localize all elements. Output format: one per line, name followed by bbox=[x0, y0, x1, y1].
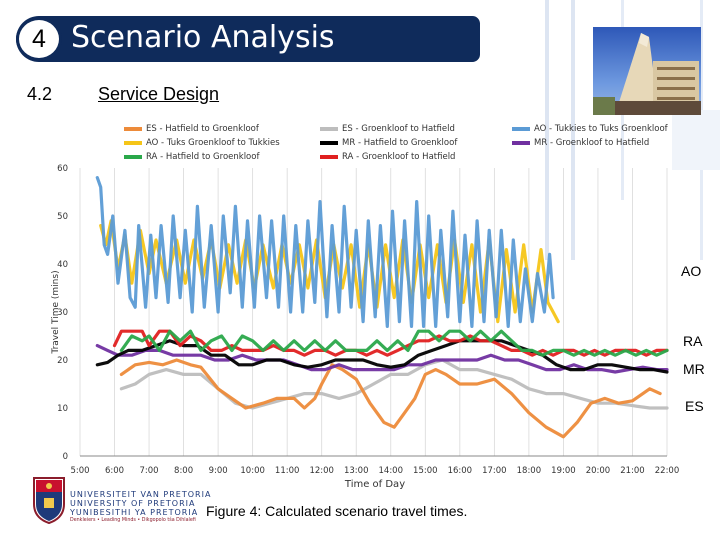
legend-label: RA - Hatfield to Groenkloof bbox=[146, 152, 260, 162]
logo-line-2: UNIVERSITY OF PRETORIA bbox=[70, 499, 196, 508]
series-line bbox=[119, 358, 662, 439]
x-axis-title: Time of Day bbox=[344, 479, 405, 490]
y-tick-label: 40 bbox=[57, 260, 68, 270]
series-line bbox=[95, 344, 669, 374]
series-line bbox=[95, 176, 555, 328]
y-tick-label: 0 bbox=[63, 452, 68, 462]
subsection-number: 4.2 bbox=[27, 84, 53, 104]
y-tick-label: 10 bbox=[57, 404, 68, 414]
legend-swatch bbox=[320, 141, 338, 145]
legend-item: AO - Tukkies to Tuks Groenkloof bbox=[512, 124, 668, 134]
logo-motto: Denkleiers • Leading Minds • Dikgopolo t… bbox=[70, 518, 196, 523]
section-number-badge: 4 bbox=[16, 17, 62, 61]
legend-label: MR - Groenkloof to Hatfield bbox=[534, 138, 650, 148]
legend-swatch bbox=[320, 155, 338, 159]
figure-caption: Figure 4: Calculated scenario travel tim… bbox=[206, 503, 468, 519]
series-line bbox=[119, 329, 669, 357]
logo-line-1: UNIVERSITEIT VAN PRETORIA bbox=[70, 490, 212, 499]
legend-item: AO - Tuks Groenkloof to Tukkies bbox=[124, 138, 280, 148]
x-tick-label: 12:00 bbox=[309, 466, 334, 476]
legend-swatch bbox=[124, 141, 142, 145]
x-tick-label: 10:00 bbox=[240, 466, 265, 476]
legend-label: MR - Hatfield to Groenkloof bbox=[342, 138, 458, 148]
x-tick-label: 21:00 bbox=[620, 466, 645, 476]
legend-swatch bbox=[124, 155, 142, 159]
subsection-title: Service Design bbox=[98, 84, 220, 104]
legend-item: RA - Groenkloof to Hatfield bbox=[320, 152, 455, 162]
x-tick-label: 7:00 bbox=[140, 466, 159, 476]
x-tick-label: 19:00 bbox=[551, 466, 576, 476]
x-tick-label: 14:00 bbox=[379, 466, 404, 476]
chart-legend: ES - Hatfield to Groenkloof ES - Groenklo… bbox=[124, 124, 684, 166]
series-line bbox=[119, 358, 669, 410]
x-tick-label: 15:00 bbox=[413, 466, 438, 476]
legend-swatch bbox=[512, 127, 530, 131]
legend-item: MR - Groenkloof to Hatfield bbox=[512, 138, 649, 148]
legend-label: ES - Hatfield to Groenkloof bbox=[146, 124, 259, 134]
legend-item: ES - Groenkloof to Hatfield bbox=[320, 124, 455, 134]
legend-item: ES - Hatfield to Groenkloof bbox=[124, 124, 259, 134]
series-tag-mr: MR bbox=[683, 361, 705, 377]
x-tick-label: 13:00 bbox=[344, 466, 369, 476]
legend-label: AO - Tukkies to Tuks Groenkloof bbox=[534, 124, 668, 134]
x-tick-label: 22:00 bbox=[655, 466, 680, 476]
y-tick-label: 30 bbox=[57, 308, 68, 318]
x-tick-label: 9:00 bbox=[209, 466, 228, 476]
series-tag-ra: RA bbox=[683, 333, 703, 349]
legend-swatch bbox=[320, 127, 338, 131]
logo-line-3: YUNIBESITHI YA PRETORIA bbox=[70, 508, 199, 517]
section-number: 4 bbox=[32, 24, 46, 53]
x-tick-label: 5:00 bbox=[70, 466, 89, 476]
legend-label: RA - Groenkloof to Hatfield bbox=[342, 152, 456, 162]
legend-label: ES - Groenkloof to Hatfield bbox=[342, 124, 455, 134]
header-title: Scenario Analysis bbox=[71, 20, 335, 55]
legend-label: AO - Tuks Groenkloof to Tukkies bbox=[146, 138, 280, 148]
y-tick-label: 20 bbox=[57, 356, 68, 366]
y-tick-label: 60 bbox=[57, 164, 68, 174]
series-tag-es: ES bbox=[685, 398, 704, 414]
x-tick-label: 8:00 bbox=[174, 466, 193, 476]
y-axis-title: Travel Time (mins) bbox=[51, 270, 61, 354]
y-tick-label: 50 bbox=[57, 212, 68, 222]
x-tick-label: 18:00 bbox=[517, 466, 542, 476]
series-line bbox=[112, 329, 669, 357]
university-logo: UNIVERSITEIT VAN PRETORIA UNIVERSITY OF … bbox=[32, 474, 212, 529]
building-photo bbox=[593, 27, 701, 115]
legend-swatch bbox=[512, 141, 530, 145]
x-tick-label: 6:00 bbox=[105, 466, 124, 476]
x-tick-label: 16:00 bbox=[448, 466, 473, 476]
x-tick-label: 17:00 bbox=[482, 466, 507, 476]
x-tick-label: 11:00 bbox=[275, 466, 300, 476]
series-tag-ao: AO bbox=[681, 263, 702, 279]
legend-item: RA - Hatfield to Groenkloof bbox=[124, 152, 259, 162]
legend-swatch bbox=[124, 127, 142, 131]
legend-item: MR - Hatfield to Groenkloof bbox=[320, 138, 457, 148]
series-line bbox=[95, 339, 669, 374]
x-tick-label: 20:00 bbox=[586, 466, 611, 476]
header-bar bbox=[16, 16, 480, 62]
